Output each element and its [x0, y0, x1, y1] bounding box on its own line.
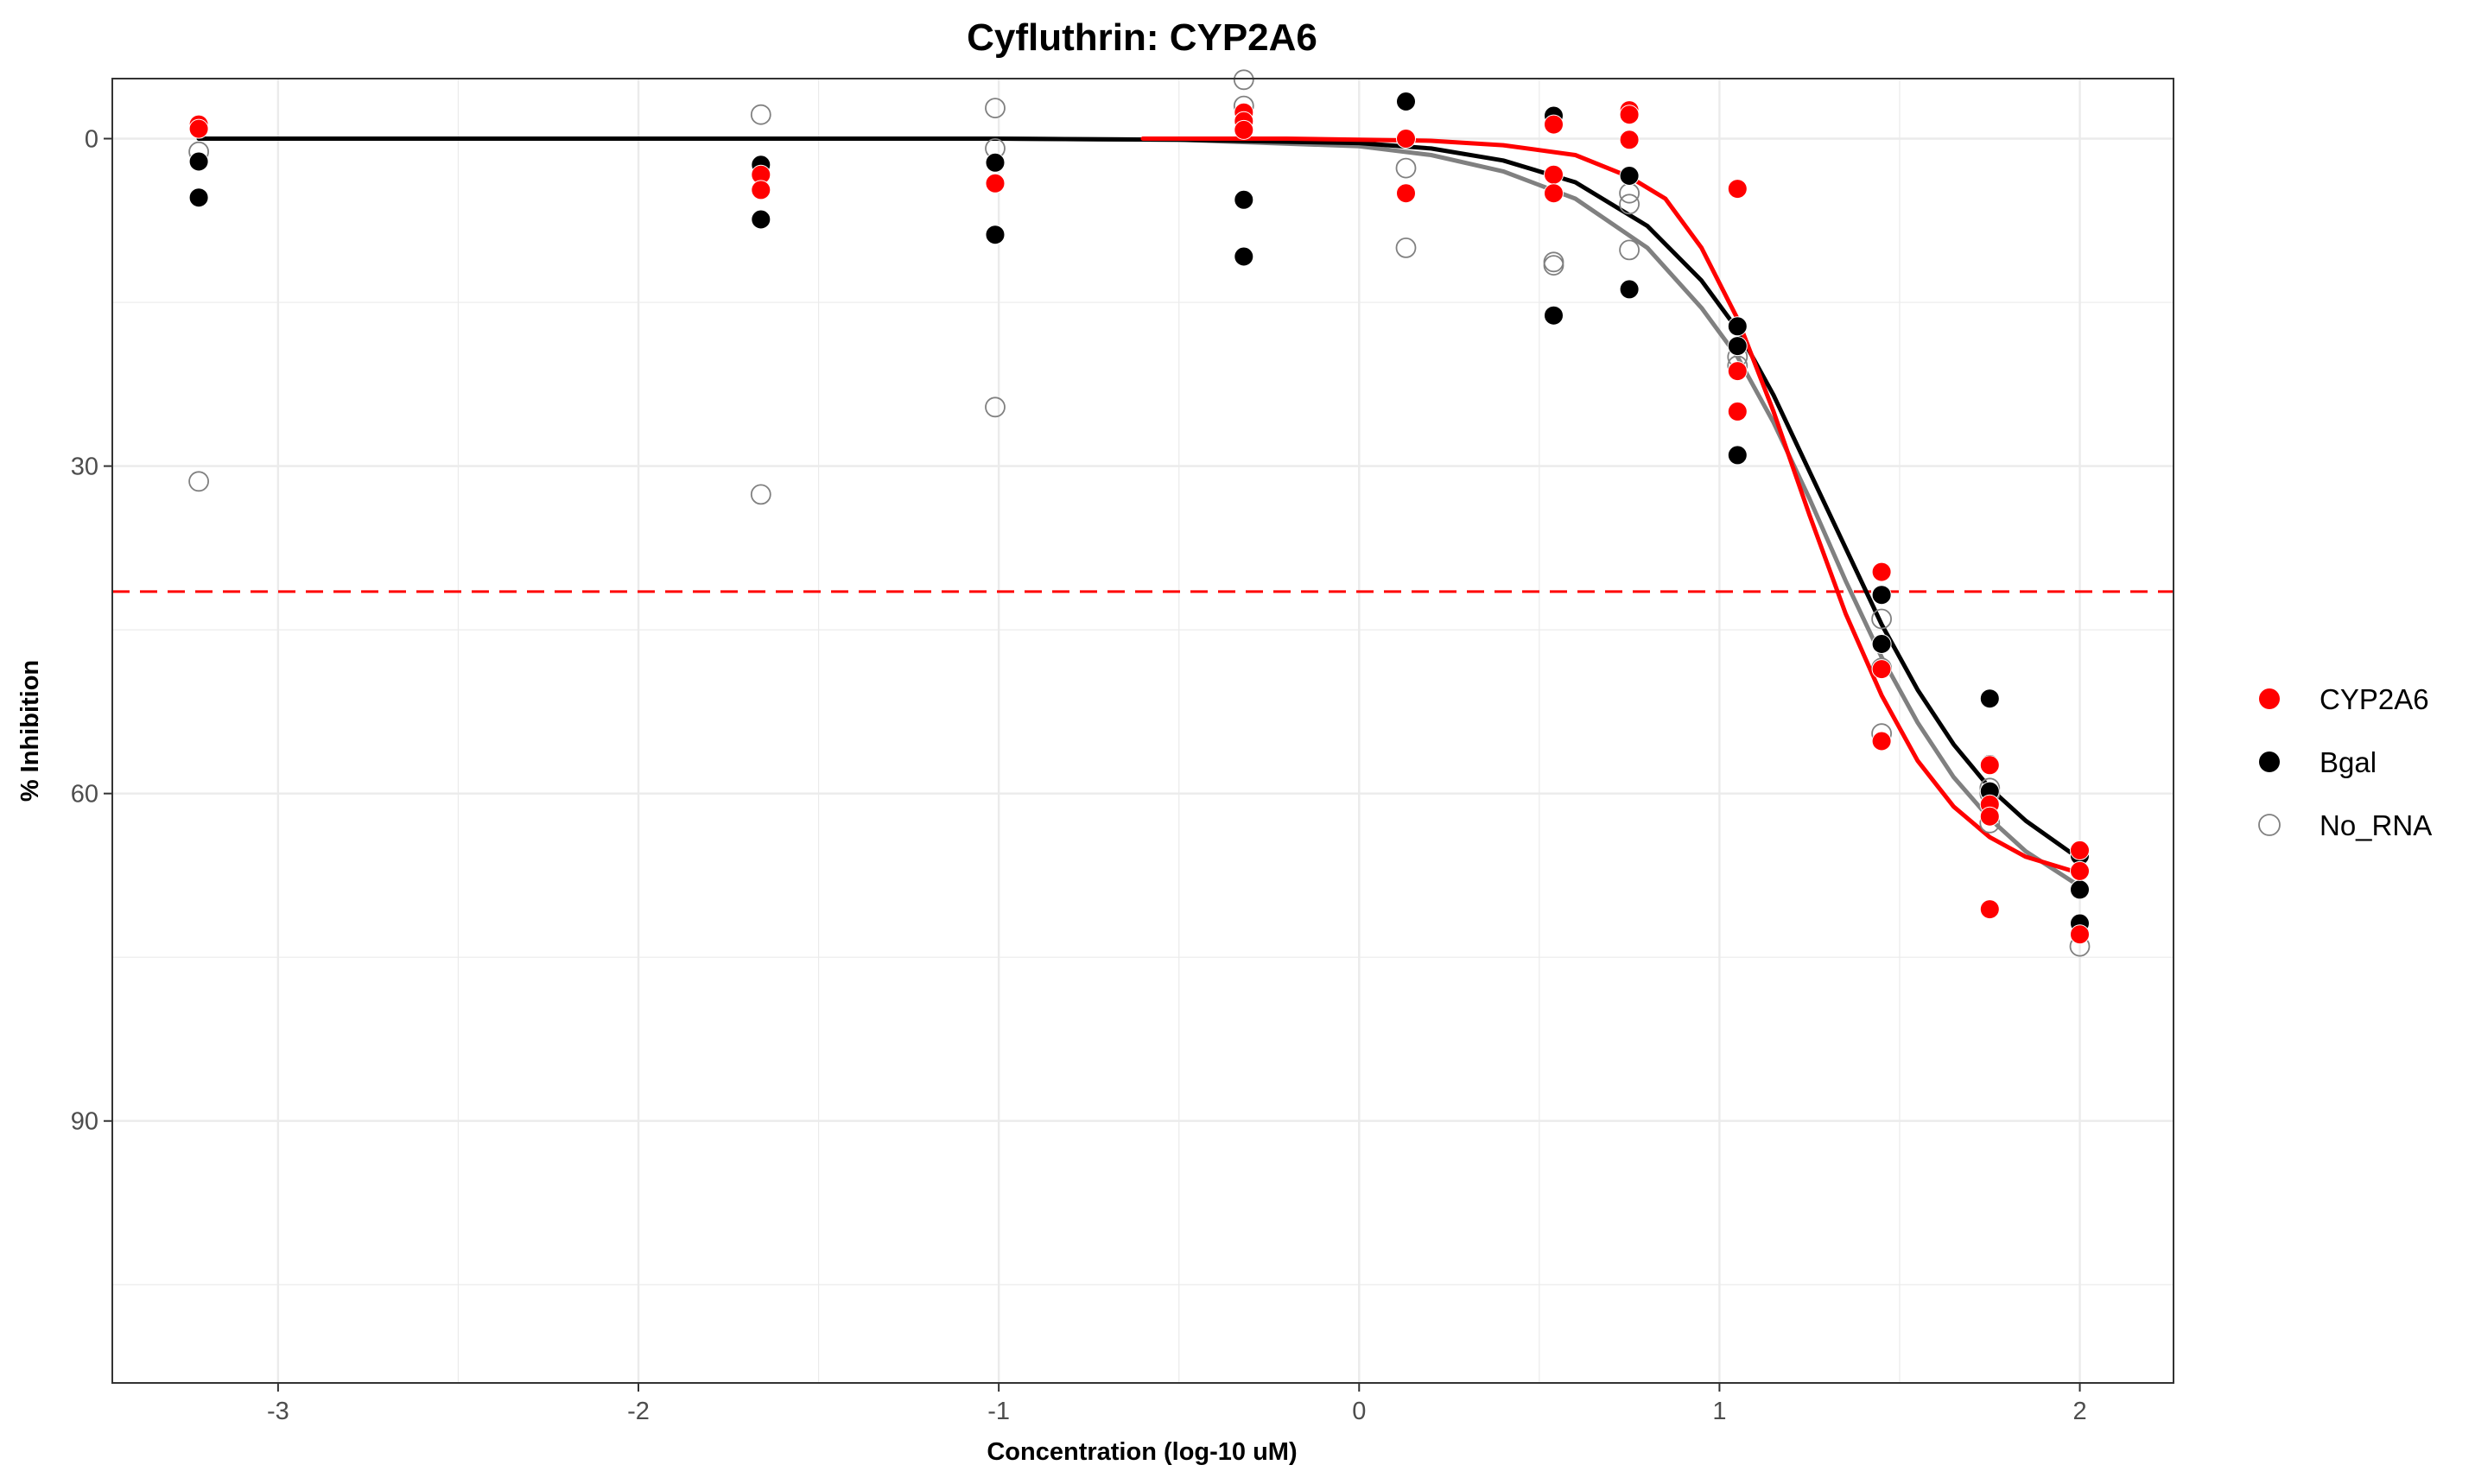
- data-point-bgal: [1871, 585, 1892, 606]
- data-point-bgal: [751, 209, 771, 230]
- data-point-cyp2a6: [1727, 179, 1748, 200]
- grid-lines: [112, 79, 2174, 1383]
- x-tick-label: 0: [1352, 1398, 1366, 1425]
- y-tick-label: 0: [85, 125, 98, 153]
- data-point-no-rna: [750, 104, 771, 125]
- data-point-no-rna: [1543, 255, 1564, 276]
- data-point-bgal: [1619, 166, 1640, 186]
- legend-label-cyp2a6: CYP2A6: [2320, 683, 2429, 715]
- y-tick-label: 60: [71, 781, 98, 809]
- data-point-bgal: [1544, 305, 1564, 326]
- data-point-cyp2a6: [1979, 755, 2000, 776]
- plot-border: [111, 78, 2174, 1384]
- data-point-no-rna: [1619, 193, 1640, 215]
- legend-key-cyp2a6: [2259, 688, 2280, 709]
- data-point-cyp2a6: [1544, 183, 1564, 204]
- data-point-bgal: [1871, 634, 1892, 654]
- data-point-bgal: [2070, 879, 2090, 900]
- legend-key-no-rna: [2258, 814, 2281, 836]
- data-point-bgal: [1727, 445, 1748, 466]
- x-tick-label: -2: [627, 1398, 650, 1425]
- data-point-no-rna: [188, 471, 210, 492]
- data-point-cyp2a6: [1396, 129, 1416, 149]
- data-point-bgal: [1619, 279, 1640, 300]
- data-point-bgal: [1979, 688, 2000, 709]
- data-point-cyp2a6: [1727, 401, 1748, 422]
- x-tick-label: -3: [267, 1398, 289, 1425]
- data-point-no-rna: [750, 484, 771, 505]
- y-tick-label: 30: [71, 453, 98, 481]
- x-tick-label: -1: [987, 1398, 1010, 1425]
- data-point-cyp2a6: [1871, 659, 1892, 680]
- data-point-no-rna: [985, 396, 1006, 418]
- data-point-no-rna: [1871, 608, 1893, 630]
- data-point-bgal: [985, 152, 1006, 173]
- data-point-bgal: [1727, 316, 1748, 337]
- fit-curve-no-rna: [196, 136, 2082, 889]
- data-point-bgal: [1396, 92, 1416, 111]
- data-point-cyp2a6: [1871, 561, 1892, 582]
- x-tick-label: 2: [2072, 1398, 2086, 1425]
- legend-label-no-rna: No_RNA: [2320, 809, 2432, 841]
- y-axis-ticks: 0 30 60 90: [71, 125, 112, 1136]
- data-point-bgal: [985, 225, 1006, 245]
- data-point-bgal: [188, 151, 209, 172]
- data-points: [188, 69, 2091, 957]
- data-point-cyp2a6: [1727, 361, 1748, 382]
- data-point-no-rna: [1395, 237, 1417, 258]
- plot-panel: [112, 79, 2174, 1383]
- data-point-cyp2a6: [1544, 114, 1564, 135]
- data-point-cyp2a6: [2070, 860, 2090, 881]
- legend: CYP2A6 Bgal No_RNA: [2258, 683, 2432, 841]
- data-point-cyp2a6: [1619, 130, 1640, 150]
- data-point-cyp2a6: [1396, 183, 1416, 204]
- data-point-cyp2a6: [1544, 164, 1564, 185]
- data-point-cyp2a6: [1979, 806, 2000, 827]
- data-point-no-rna: [1619, 239, 1640, 261]
- y-axis-title: % Inhibition: [16, 660, 44, 802]
- legend-key-bgal: [2259, 752, 2280, 772]
- x-axis-ticks: -3 -2 -1 0 1 2: [267, 1383, 2087, 1425]
- data-point-no-rna: [1233, 69, 1254, 91]
- data-point-bgal: [188, 187, 209, 208]
- data-point-bgal: [1727, 336, 1748, 357]
- data-point-cyp2a6: [2070, 924, 2090, 945]
- data-point-bgal: [1234, 189, 1254, 210]
- data-point-cyp2a6: [1979, 899, 2000, 920]
- data-point-no-rna: [1395, 157, 1417, 179]
- data-point-no-rna: [985, 98, 1006, 118]
- data-point-cyp2a6: [188, 118, 209, 139]
- data-point-cyp2a6: [1619, 105, 1640, 125]
- data-point-cyp2a6: [985, 173, 1006, 193]
- legend-label-bgal: Bgal: [2320, 746, 2377, 778]
- x-axis-title: Concentration (log-10 uM): [987, 1438, 1297, 1466]
- y-tick-label: 90: [71, 1108, 98, 1136]
- data-point-cyp2a6: [2070, 840, 2090, 860]
- data-point-cyp2a6: [751, 180, 771, 200]
- data-point-cyp2a6: [1234, 119, 1254, 140]
- chart-title: Cyfluthrin: CYP2A6: [967, 16, 1317, 59]
- data-point-cyp2a6: [1871, 731, 1892, 752]
- data-point-bgal: [1234, 246, 1254, 267]
- x-tick-label: 1: [1712, 1398, 1726, 1425]
